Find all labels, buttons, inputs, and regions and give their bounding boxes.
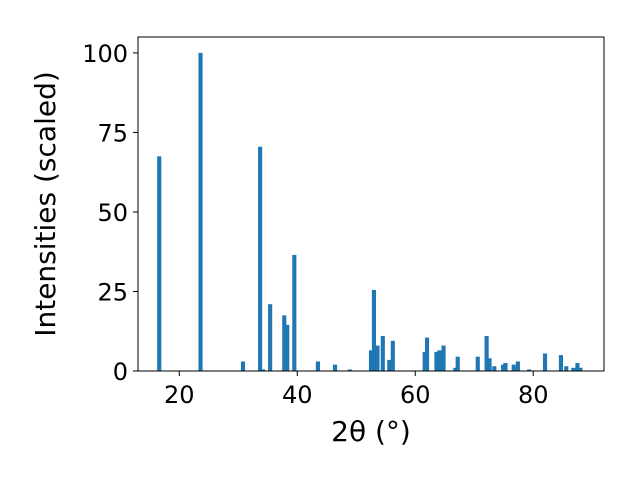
bar [455, 356, 460, 371]
bar [492, 366, 497, 371]
x-tick-label: 40 [282, 381, 313, 409]
bar [527, 369, 532, 371]
bar [578, 367, 583, 371]
bar [240, 361, 246, 371]
bar [575, 363, 580, 371]
y-axis-label: Intensities (scaled) [29, 71, 62, 337]
bar [198, 52, 203, 372]
x-axis-ticks: 20 40 60 80 [164, 371, 548, 409]
bar [375, 345, 380, 371]
bar [260, 369, 266, 371]
bars-group [157, 52, 583, 372]
bar [315, 361, 320, 371]
bar [475, 356, 480, 371]
bar [511, 364, 516, 371]
bar [501, 364, 506, 371]
y-tick-label: 75 [97, 119, 128, 147]
bar [282, 315, 287, 371]
bar [422, 351, 427, 371]
bar [292, 254, 297, 371]
bar [515, 361, 520, 371]
bar [390, 340, 395, 371]
bar [157, 156, 162, 371]
bar [564, 366, 569, 371]
bar [332, 364, 338, 371]
x-tick-label: 20 [164, 381, 195, 409]
y-axis-ticks: 0 25 50 75 100 [82, 40, 138, 386]
y-tick-label: 25 [97, 278, 128, 306]
bar [371, 289, 377, 371]
x-tick-label: 80 [518, 381, 549, 409]
bar [484, 336, 489, 371]
x-axis-label: 2θ (°) [331, 415, 411, 448]
plot-frame [137, 36, 605, 372]
bar [380, 336, 385, 371]
bar [542, 353, 548, 371]
bar [387, 359, 392, 371]
bar [424, 337, 430, 371]
bar [258, 146, 263, 371]
bar [453, 367, 458, 371]
bar [437, 350, 442, 371]
bar [503, 363, 508, 371]
bar [268, 304, 273, 371]
bar [434, 351, 439, 371]
bar [487, 358, 492, 371]
x-tick-label: 60 [400, 381, 431, 409]
y-tick-label: 0 [113, 358, 128, 386]
y-tick-label: 50 [97, 199, 128, 227]
bar [441, 345, 446, 371]
y-tick-label: 100 [82, 40, 128, 68]
bar [558, 355, 563, 371]
bar [368, 350, 374, 371]
bar [571, 367, 576, 371]
bar [285, 324, 290, 371]
bar [347, 369, 352, 371]
